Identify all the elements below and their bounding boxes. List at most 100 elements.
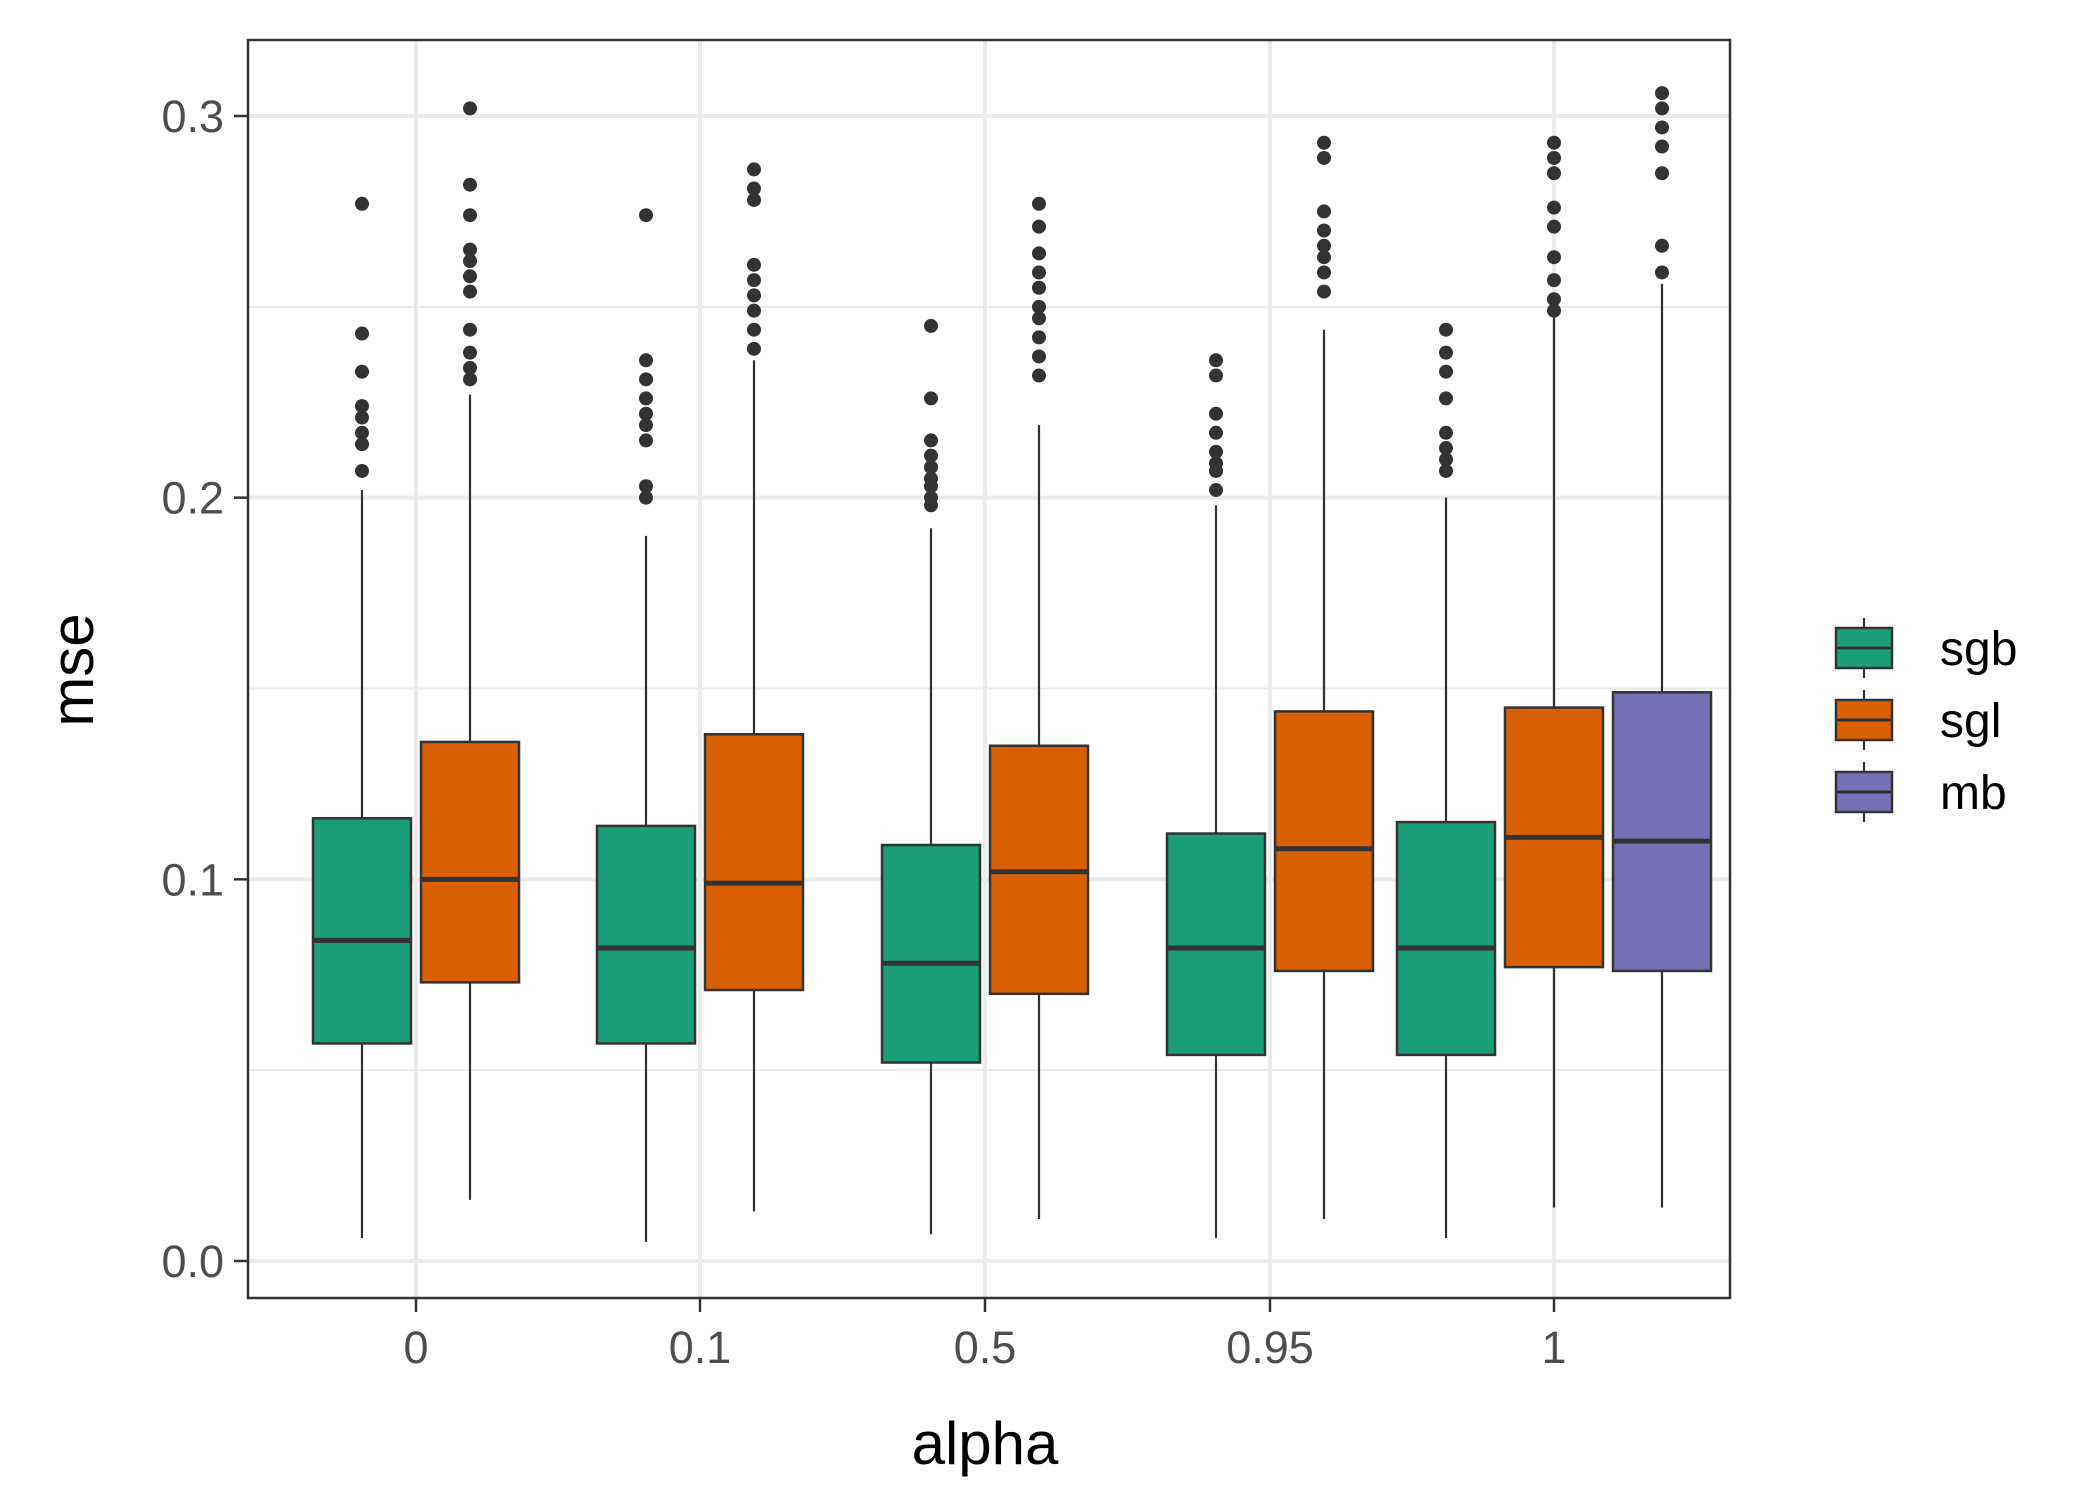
outlier-point — [1655, 139, 1669, 154]
outlier-point — [639, 353, 653, 368]
outlier-point — [924, 498, 938, 513]
outlier-point — [1655, 166, 1669, 181]
outlier-point — [747, 341, 761, 356]
outlier-point — [747, 303, 761, 318]
outlier-point — [463, 269, 477, 284]
outlier-point — [924, 433, 938, 448]
legend-label: mb — [1940, 767, 2007, 820]
outlier-point — [463, 254, 477, 269]
outlier-point — [1547, 150, 1561, 165]
outlier-point — [747, 181, 761, 196]
box-iqr — [595, 824, 697, 1045]
x-tick-label: 0.1 — [669, 1322, 732, 1373]
box-iqr — [419, 740, 521, 984]
legend-label: sgb — [1940, 623, 2017, 676]
outlier-point — [1439, 391, 1453, 406]
outlier-point — [463, 177, 477, 192]
outlier-point — [463, 372, 477, 387]
outlier-point — [463, 360, 477, 375]
x-tick-label: 0.95 — [1226, 1322, 1314, 1373]
outlier-point — [1547, 303, 1561, 318]
box-iqr — [311, 817, 413, 1045]
outlier-point — [639, 490, 653, 505]
outlier-point — [463, 345, 477, 360]
box-sgb-0.1 — [595, 208, 697, 1242]
outlier-point — [1209, 463, 1223, 478]
y-tick-label: 0.0 — [161, 1236, 224, 1287]
x-tick-label: 0 — [403, 1322, 428, 1373]
outlier-point — [1032, 265, 1046, 280]
y-axis-title: mse — [39, 613, 106, 726]
outlier-point — [1317, 284, 1331, 299]
box-sgb-0 — [311, 196, 413, 1239]
outlier-point — [639, 479, 653, 494]
y-tick-label: 0.1 — [161, 854, 224, 905]
outlier-point — [355, 364, 369, 379]
x-axis-title: alpha — [912, 1410, 1059, 1477]
outlier-point — [747, 192, 761, 207]
outlier-point — [355, 196, 369, 211]
outlier-point — [1317, 150, 1331, 165]
y-tick-label: 0.3 — [161, 91, 224, 142]
outlier-point — [639, 372, 653, 387]
plot-border — [246, 38, 1732, 1300]
outlier-point — [1032, 246, 1046, 261]
outlier-point — [1547, 250, 1561, 265]
outlier-point — [1032, 196, 1046, 211]
y-tick-label: 0.2 — [161, 473, 224, 524]
outlier-point — [1439, 345, 1453, 360]
panel-background — [248, 40, 1730, 1298]
outlier-point — [1547, 135, 1561, 150]
outlier-point — [1209, 425, 1223, 440]
outlier-point — [463, 101, 477, 116]
outlier-point — [1032, 349, 1046, 364]
outlier-point — [1439, 322, 1453, 337]
outlier-point — [1655, 86, 1669, 101]
box-iqr — [1273, 710, 1375, 973]
outlier-point — [1032, 311, 1046, 326]
outlier-point — [1439, 425, 1453, 440]
outlier-point — [355, 326, 369, 341]
box-sgl-1 — [1503, 135, 1605, 1208]
outlier-point — [1317, 265, 1331, 280]
legend-item-sgl: sgl — [1834, 690, 2001, 750]
box-sgl-0.1 — [703, 162, 805, 1212]
legend-item-sgb: sgb — [1834, 618, 2017, 678]
box-sgl-0.95 — [1273, 135, 1375, 1220]
outlier-point — [1032, 368, 1046, 383]
outlier-point — [1317, 223, 1331, 238]
outlier-point — [747, 162, 761, 177]
x-tick-label: 1 — [1541, 1322, 1566, 1373]
outlier-point — [1317, 204, 1331, 219]
outlier-point — [1547, 219, 1561, 234]
outlier-point — [1032, 280, 1046, 295]
outlier-point — [463, 242, 477, 257]
box-iqr — [703, 733, 805, 992]
outlier-point — [1317, 250, 1331, 265]
outlier-point — [1655, 101, 1669, 116]
outlier-point — [747, 288, 761, 303]
outlier-point — [1547, 273, 1561, 288]
outlier-point — [639, 391, 653, 406]
outlier-point — [1209, 353, 1223, 368]
outlier-point — [355, 399, 369, 414]
outlier-point — [355, 463, 369, 478]
outlier-point — [1032, 330, 1046, 345]
outlier-point — [1655, 265, 1669, 280]
outlier-point — [355, 425, 369, 440]
outlier-point — [924, 318, 938, 333]
legend-item-mb: mb — [1834, 762, 2007, 822]
outlier-point — [1439, 463, 1453, 478]
outlier-point — [747, 257, 761, 272]
outlier-point — [1209, 368, 1223, 383]
legend-label: sgl — [1940, 695, 2001, 748]
box-sgb-0.5 — [880, 318, 982, 1235]
outlier-point — [463, 284, 477, 299]
outlier-point — [1547, 166, 1561, 181]
outlier-point — [747, 322, 761, 337]
outlier-point — [1439, 452, 1453, 467]
outlier-point — [639, 433, 653, 448]
outlier-point — [1209, 444, 1223, 459]
outlier-point — [1209, 483, 1223, 498]
